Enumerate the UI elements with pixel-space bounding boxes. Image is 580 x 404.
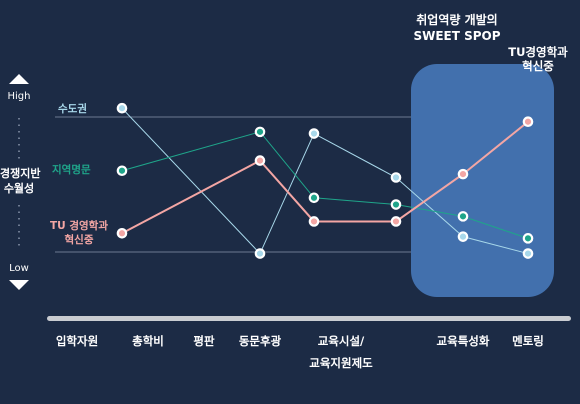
category-label-5: 교육특성화	[436, 334, 490, 348]
up-arrow-icon	[9, 74, 29, 84]
series-label-tu-line1: TU 경영학과	[50, 220, 108, 232]
sweet-spot-title: 취업역량 개발의 SWEET SPOP	[392, 12, 522, 44]
series-label-tu-line2: 혁신중	[64, 234, 94, 246]
tu-top-label-line1: TU경영학과	[508, 45, 568, 59]
category-label-2: 평판	[193, 334, 215, 348]
series-1-point-3	[308, 192, 320, 204]
y-axis-high-label: High	[7, 91, 31, 102]
series-1-point-5	[457, 211, 469, 222]
category-axis-bar	[47, 316, 571, 321]
series-lines	[121, 107, 529, 255]
series-0-point-0	[116, 102, 128, 114]
series-2-point-0	[116, 227, 128, 239]
series-line-0	[121, 107, 529, 255]
category-label-0: 입학자원	[55, 334, 99, 348]
series-0-point-6	[522, 248, 534, 259]
series-2-point-5	[457, 168, 469, 180]
series-2-point-4	[390, 216, 402, 227]
series-label-jiyeok: 지역명문	[52, 164, 91, 176]
category-label-4: 교육시설/교육지원제도	[309, 334, 373, 370]
sweet-spot-title-line1: 취업역량 개발의	[416, 13, 498, 27]
tu-top-label: TU경영학과 혁신중	[498, 45, 578, 73]
y-axis-title: 경쟁지반 수월성	[0, 166, 41, 196]
series-1-point-6	[522, 233, 534, 244]
category-label-3: 동문후광	[238, 334, 282, 348]
series-2-point-2	[254, 155, 266, 166]
series-0-point-3	[308, 128, 320, 139]
category-label-1: 총학비	[132, 334, 164, 348]
series-line-2	[121, 120, 529, 235]
series-1-point-0	[116, 165, 128, 177]
down-arrow-icon	[9, 280, 29, 290]
series-points	[116, 102, 534, 259]
series-1-point-4	[390, 199, 402, 210]
series-0-point-5	[457, 231, 469, 242]
tu-top-label-line2: 혁신중	[522, 59, 554, 73]
highlight-box	[411, 64, 554, 297]
series-label-tu: TU 경영학과 혁신중	[46, 219, 112, 247]
series-0-point-4	[390, 172, 402, 183]
category-label-6: 멘토링	[512, 334, 544, 348]
series-label-sudo: 수도권	[58, 103, 87, 115]
y-axis-low-label: Low	[9, 263, 29, 274]
sweet-spot-title-line2: SWEET SPOP	[413, 29, 501, 43]
series-2-point-6	[522, 116, 534, 128]
series-line-1	[121, 131, 529, 239]
series-2-point-3	[308, 216, 320, 227]
series-0-point-2	[254, 248, 266, 259]
y-axis-title-line1: 경쟁지반	[0, 167, 41, 180]
series-1-point-2	[254, 126, 266, 138]
y-axis-title-line2: 수월성	[3, 182, 35, 195]
